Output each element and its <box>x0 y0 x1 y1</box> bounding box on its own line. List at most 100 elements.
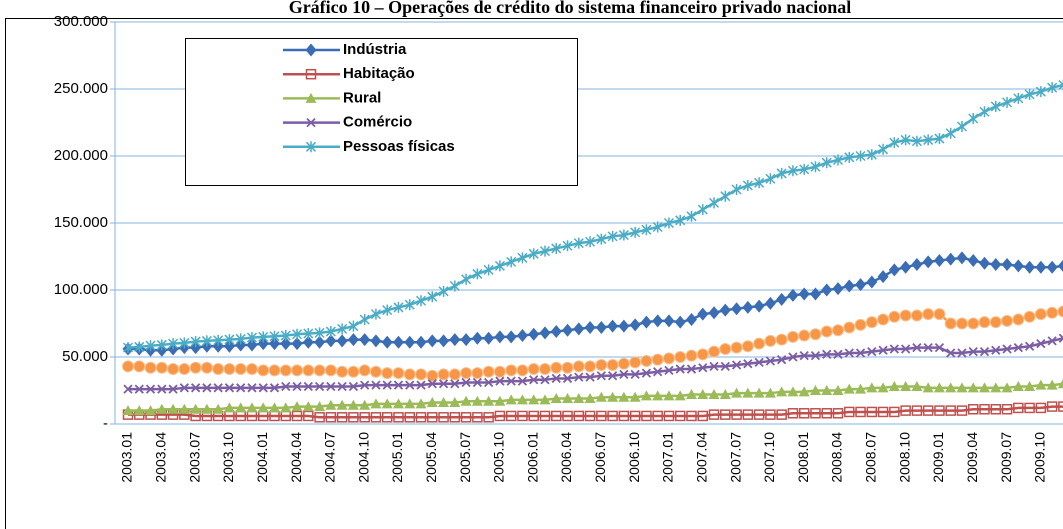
marker <box>742 179 753 191</box>
marker <box>1002 96 1013 108</box>
marker <box>764 334 777 347</box>
marker <box>1012 380 1024 391</box>
marker <box>133 405 145 416</box>
marker <box>730 341 743 354</box>
marker <box>573 322 585 336</box>
marker <box>123 384 133 394</box>
marker <box>855 348 866 358</box>
marker <box>438 334 450 348</box>
x-tick-label: 2009.04 <box>964 432 980 483</box>
marker <box>821 283 833 297</box>
marker <box>618 229 629 241</box>
marker <box>369 365 382 378</box>
marker <box>1013 402 1024 414</box>
marker <box>686 389 697 400</box>
marker <box>370 334 382 348</box>
marker <box>392 335 404 349</box>
legend-label: Rural <box>343 89 381 106</box>
marker <box>799 351 809 361</box>
marker <box>731 184 742 195</box>
marker <box>855 406 866 418</box>
marker <box>291 364 304 377</box>
marker <box>607 371 618 381</box>
marker <box>302 364 315 377</box>
series-line <box>128 405 1063 419</box>
legend-label: Comércio <box>343 114 412 131</box>
marker <box>144 361 157 374</box>
x-tick-label: 2006.07 <box>592 432 608 483</box>
marker <box>359 412 370 423</box>
marker <box>269 383 280 393</box>
marker <box>257 402 269 413</box>
marker <box>788 352 798 362</box>
marker <box>877 313 890 326</box>
marker <box>945 252 957 266</box>
marker <box>155 361 168 374</box>
marker <box>889 406 900 418</box>
marker <box>1013 92 1024 104</box>
marker <box>450 379 460 389</box>
marker <box>809 287 821 301</box>
marker <box>550 325 562 339</box>
marker <box>720 361 730 372</box>
marker <box>968 112 979 124</box>
marker <box>461 273 472 285</box>
marker <box>686 210 697 222</box>
marker <box>449 280 460 292</box>
x-tick-label: 2005.07 <box>457 432 473 483</box>
marker <box>777 355 787 365</box>
marker <box>765 409 776 420</box>
marker <box>358 364 371 377</box>
marker <box>854 318 867 331</box>
marker <box>640 390 652 401</box>
marker <box>246 402 258 413</box>
marker <box>437 368 450 381</box>
marker <box>178 363 191 376</box>
marker <box>991 345 1001 355</box>
marker <box>426 334 438 348</box>
marker <box>821 408 832 419</box>
marker <box>281 381 291 392</box>
marker <box>731 302 743 316</box>
x-tick-label: 2008.07 <box>863 432 879 483</box>
chart-border <box>5 18 1063 529</box>
marker <box>641 410 652 422</box>
marker <box>979 106 990 118</box>
marker <box>223 402 235 413</box>
marker <box>584 321 596 335</box>
marker <box>224 334 235 346</box>
marker <box>799 163 810 175</box>
marker <box>900 405 911 416</box>
marker <box>573 237 584 249</box>
marker <box>888 310 901 323</box>
marker <box>336 365 349 378</box>
marker <box>1035 86 1046 98</box>
x-tick-label: 2003.07 <box>186 432 202 483</box>
marker <box>505 330 517 344</box>
marker <box>607 230 618 242</box>
marker <box>348 412 359 423</box>
marker <box>303 328 314 340</box>
marker <box>1001 258 1013 272</box>
chart-title: Gráfico 10 – Operações de crédito do sis… <box>289 0 852 17</box>
marker <box>1058 333 1063 343</box>
legend-label: Indústria <box>343 41 407 58</box>
marker <box>979 347 990 357</box>
marker <box>461 377 471 388</box>
marker <box>190 403 202 414</box>
marker <box>539 394 551 405</box>
marker <box>989 316 1002 329</box>
marker <box>516 329 528 343</box>
marker <box>122 342 134 354</box>
marker <box>1012 313 1025 326</box>
marker <box>888 263 900 277</box>
legend-label: Habitação <box>343 65 415 82</box>
marker <box>122 405 134 416</box>
marker <box>1012 259 1024 273</box>
marker <box>933 308 946 321</box>
marker <box>305 92 317 103</box>
marker <box>822 349 832 359</box>
marker <box>438 285 449 297</box>
marker <box>449 397 461 408</box>
marker <box>348 320 359 332</box>
